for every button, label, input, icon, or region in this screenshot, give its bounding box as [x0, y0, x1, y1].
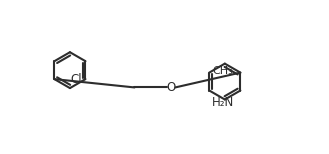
Text: O: O: [166, 81, 176, 94]
Text: H₂N: H₂N: [212, 96, 235, 109]
Text: Cl: Cl: [70, 73, 82, 86]
Text: CH₃: CH₃: [213, 66, 233, 76]
